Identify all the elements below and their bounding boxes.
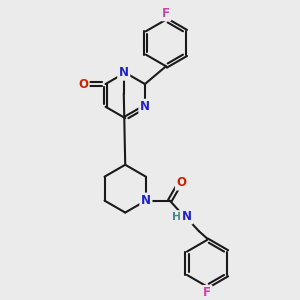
Text: N: N xyxy=(119,66,129,79)
Text: F: F xyxy=(203,286,211,299)
Text: F: F xyxy=(162,7,170,20)
Text: H: H xyxy=(172,212,181,222)
Text: N: N xyxy=(141,194,151,207)
Text: O: O xyxy=(78,77,88,91)
Text: N: N xyxy=(182,210,191,223)
Text: O: O xyxy=(176,176,187,189)
Text: N: N xyxy=(140,100,150,113)
